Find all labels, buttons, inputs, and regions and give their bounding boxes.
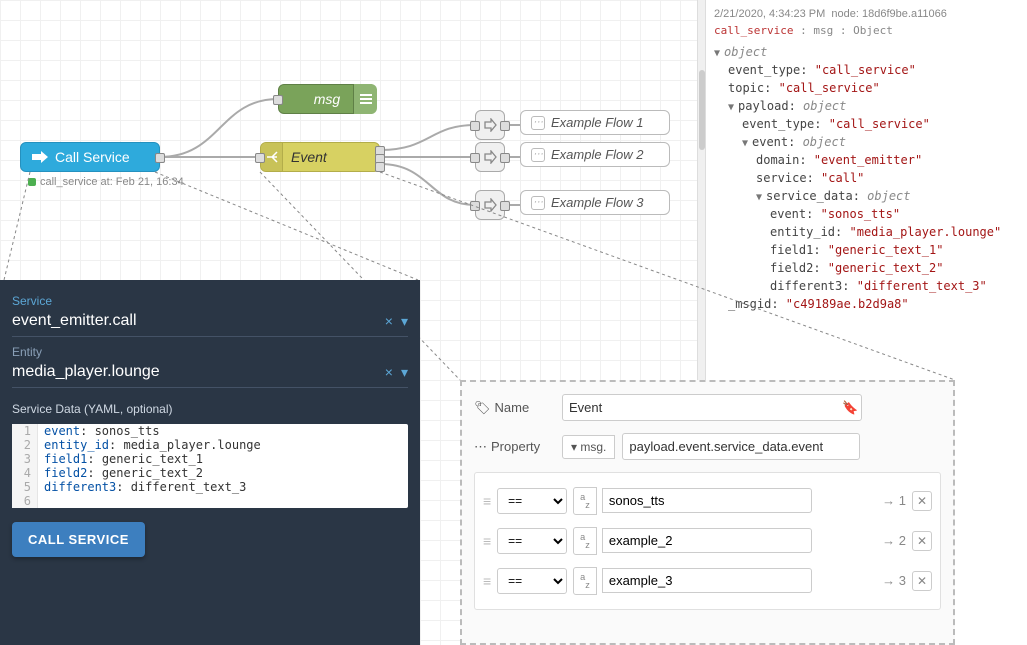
link-out-icon bbox=[483, 150, 497, 164]
grip-icon[interactable]: ≡ bbox=[483, 533, 491, 549]
property-input[interactable] bbox=[622, 433, 860, 460]
rule-row: ≡ == az → 1 ✕ bbox=[483, 481, 932, 521]
input-port[interactable] bbox=[470, 201, 480, 211]
debug-node[interactable]: msg bbox=[278, 84, 376, 114]
string-type-icon[interactable]: az bbox=[573, 527, 597, 555]
ellipsis-icon: ⋯ bbox=[474, 439, 487, 455]
status-dot-icon bbox=[28, 178, 36, 186]
operator-select[interactable]: == bbox=[497, 488, 567, 514]
rule-value-input[interactable] bbox=[602, 528, 812, 553]
input-port[interactable] bbox=[470, 121, 480, 131]
bookmark-icon[interactable]: 🔖 bbox=[842, 400, 858, 416]
rule-row: ≡ == az → 2 ✕ bbox=[483, 521, 932, 561]
flow-link-label: Example Flow 2 bbox=[551, 147, 643, 162]
grip-icon[interactable]: ≡ bbox=[483, 573, 491, 589]
switch-node-label: Event bbox=[291, 149, 327, 165]
flow-link-2[interactable]: ⋯ Example Flow 2 bbox=[520, 142, 670, 167]
entity-value: media_player.lounge bbox=[12, 363, 160, 381]
msg-type-select[interactable]: ▾ msg. bbox=[562, 435, 615, 459]
debug-topic: call_service bbox=[714, 24, 793, 37]
chevron-down-icon[interactable]: ▾ bbox=[401, 313, 408, 330]
flow-link-3[interactable]: ⋯ Example Flow 3 bbox=[520, 190, 670, 215]
clear-icon[interactable]: × bbox=[385, 313, 393, 330]
comment-icon: ⋯ bbox=[531, 148, 545, 162]
debug-timestamp: 2/21/2020, 4:34:23 PM bbox=[714, 8, 825, 20]
rule-value-input[interactable] bbox=[602, 488, 812, 513]
flow-link-1[interactable]: ⋯ Example Flow 1 bbox=[520, 110, 670, 135]
debug-panel: 2/21/2020, 4:34:23 PM node: 18d6f9be.a11… bbox=[705, 0, 1027, 380]
tag-icon: 🏷 bbox=[474, 400, 491, 416]
debug-tree[interactable]: ▼object event_type: "call_service" topic… bbox=[714, 43, 1019, 313]
service-value: event_emitter.call bbox=[12, 312, 137, 330]
operator-select[interactable]: == bbox=[497, 568, 567, 594]
vertical-scrollbar[interactable] bbox=[697, 0, 705, 380]
input-port[interactable] bbox=[273, 95, 283, 105]
rule-output-label: → 1 bbox=[882, 493, 906, 508]
property-label: ⋯ Property bbox=[474, 439, 554, 455]
service-call-panel: Service event_emitter.call × ▾ Entity med… bbox=[0, 280, 420, 645]
debug-node-id[interactable]: 18d6f9be.a11066 bbox=[862, 8, 947, 20]
name-label: 🏷 Name bbox=[474, 400, 554, 416]
output-port-3[interactable] bbox=[375, 162, 385, 172]
rule-row: ≡ == az → 3 ✕ bbox=[483, 561, 932, 601]
rules-list: ≡ == az → 1 ✕ ≡ == az → 2 ✕ ≡ == az → 3 … bbox=[474, 472, 941, 610]
call-service-button[interactable]: CALL SERVICE bbox=[12, 522, 145, 557]
comment-icon: ⋯ bbox=[531, 196, 545, 210]
arrow-right-icon bbox=[31, 148, 49, 166]
string-type-icon[interactable]: az bbox=[573, 487, 597, 515]
debug-node-label: msg bbox=[314, 91, 340, 107]
call-service-node[interactable]: Call Service bbox=[20, 142, 160, 172]
link-out-icon bbox=[483, 118, 497, 132]
comment-icon: ⋯ bbox=[531, 116, 545, 130]
debug-header: call_service : msg : Object bbox=[714, 23, 1019, 40]
input-port[interactable] bbox=[255, 153, 265, 163]
input-port[interactable] bbox=[470, 153, 480, 163]
flow-link-label: Example Flow 3 bbox=[551, 195, 643, 210]
service-field[interactable]: event_emitter.call × ▾ bbox=[12, 308, 408, 337]
status-text: call_service at: Feb 21, 16:34 bbox=[40, 176, 184, 188]
link-out-node[interactable] bbox=[475, 142, 505, 172]
chevron-down-icon[interactable]: ▾ bbox=[401, 364, 408, 381]
call-service-label: Call Service bbox=[55, 149, 130, 165]
service-label: Service bbox=[12, 294, 408, 308]
debug-meta: 2/21/2020, 4:34:23 PM node: 18d6f9be.a11… bbox=[714, 6, 1019, 23]
name-input[interactable] bbox=[562, 394, 862, 421]
link-out-icon bbox=[483, 198, 497, 212]
switch-node-config: 🏷 Name 🔖 ⋯ Property ▾ msg. ≡ == az → 1 ✕… bbox=[460, 380, 955, 645]
delete-rule-button[interactable]: ✕ bbox=[912, 531, 932, 551]
service-data-label: Service Data (YAML, optional) bbox=[12, 402, 408, 416]
yaml-editor[interactable]: 1event: sonos_tts2entity_id: media_playe… bbox=[12, 424, 408, 508]
operator-select[interactable]: == bbox=[497, 528, 567, 554]
rule-value-input[interactable] bbox=[602, 568, 812, 593]
link-out-node[interactable] bbox=[475, 190, 505, 220]
delete-rule-button[interactable]: ✕ bbox=[912, 571, 932, 591]
delete-rule-button[interactable]: ✕ bbox=[912, 491, 932, 511]
output-port[interactable] bbox=[500, 153, 510, 163]
entity-label: Entity bbox=[12, 345, 408, 359]
string-type-icon[interactable]: az bbox=[573, 567, 597, 595]
debug-msg-type: msg : Object bbox=[813, 24, 892, 37]
node-status: call_service at: Feb 21, 16:34 bbox=[28, 176, 184, 188]
output-port[interactable] bbox=[500, 201, 510, 211]
flow-link-label: Example Flow 1 bbox=[551, 115, 643, 130]
output-port[interactable] bbox=[500, 121, 510, 131]
clear-icon[interactable]: × bbox=[385, 364, 393, 381]
rule-output-label: → 3 bbox=[882, 573, 906, 588]
rule-output-label: → 2 bbox=[882, 533, 906, 548]
entity-field[interactable]: media_player.lounge × ▾ bbox=[12, 359, 408, 388]
output-port[interactable] bbox=[155, 153, 165, 163]
grip-icon[interactable]: ≡ bbox=[483, 493, 491, 509]
switch-node[interactable]: Event bbox=[260, 142, 380, 172]
debug-toggle-icon[interactable] bbox=[353, 84, 377, 114]
link-out-node[interactable] bbox=[475, 110, 505, 140]
